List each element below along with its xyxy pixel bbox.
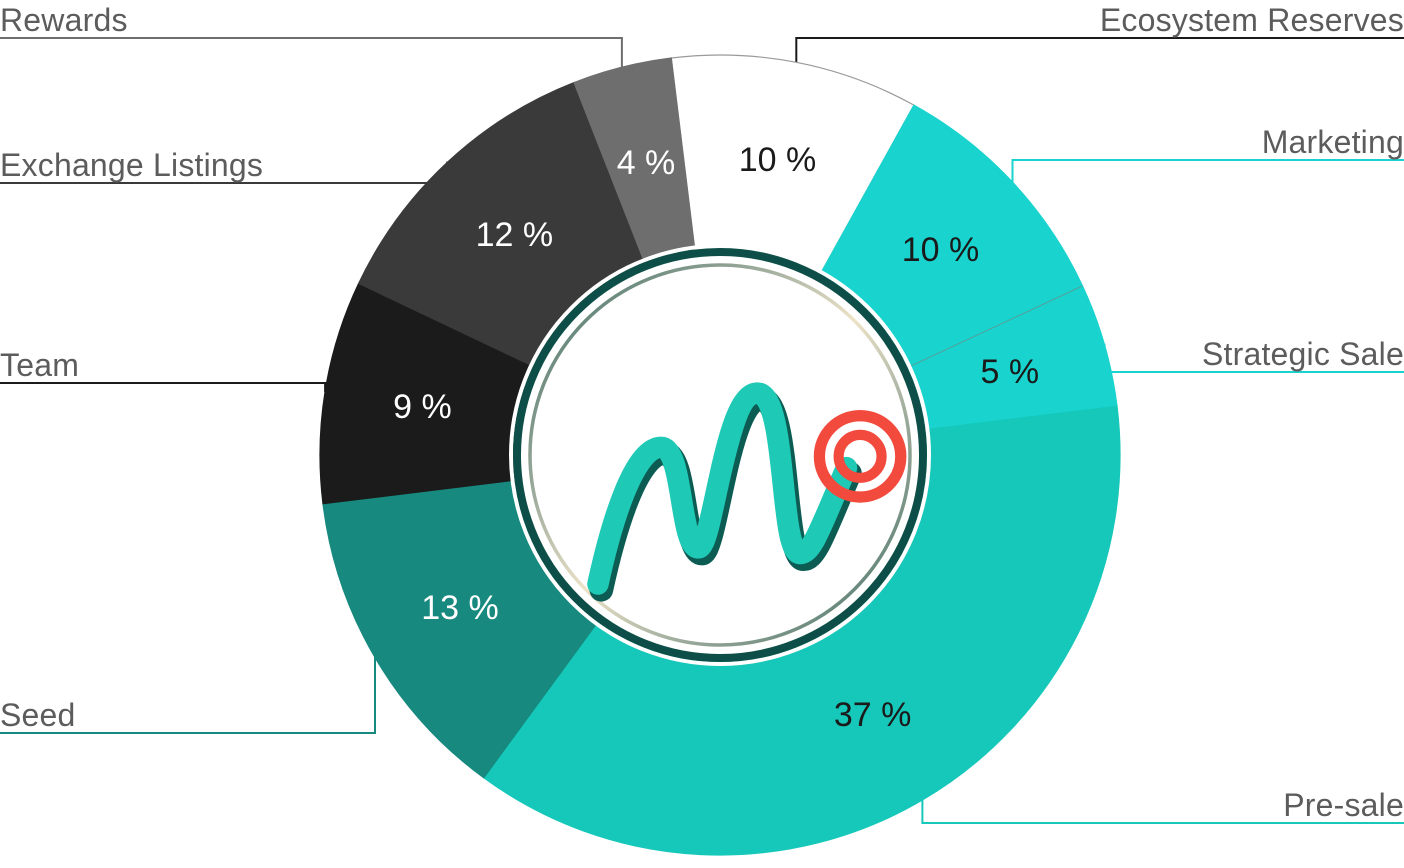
svg-text:12 %: 12 % <box>476 216 554 254</box>
svg-text:9 %: 9 % <box>393 388 452 426</box>
svg-text:13 %: 13 % <box>421 589 499 627</box>
svg-text:37 %: 37 % <box>834 696 912 734</box>
svg-text:10 %: 10 % <box>902 231 980 269</box>
svg-text:5 %: 5 % <box>981 353 1040 391</box>
svg-text:10 %: 10 % <box>739 141 817 179</box>
svg-text:4 %: 4 % <box>617 144 676 182</box>
